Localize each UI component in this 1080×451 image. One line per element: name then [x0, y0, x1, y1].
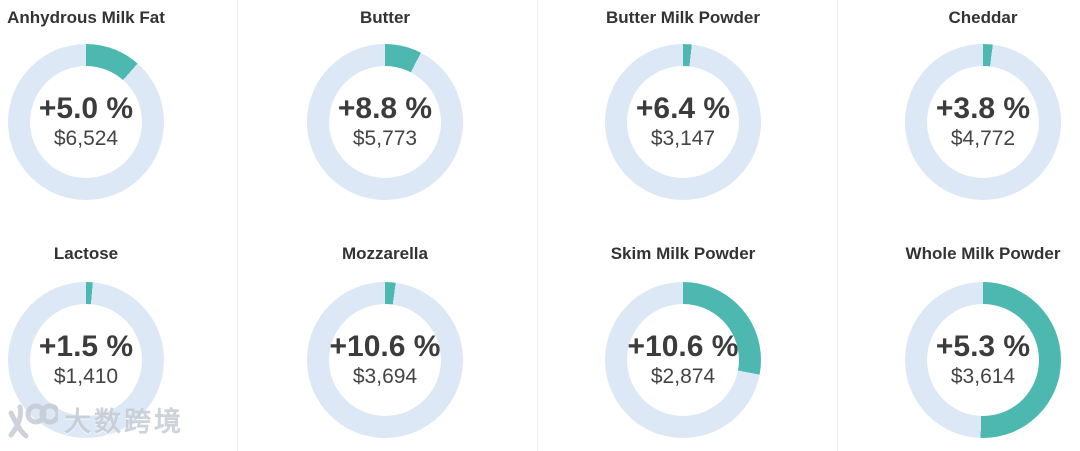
change-percent: +10.6 % [627, 330, 739, 363]
donut-hole: +8.8 % $5,773 [329, 66, 441, 178]
price-value: $3,614 [950, 365, 1016, 388]
tile-title: Anhydrous Milk Fat [7, 8, 165, 27]
kpi-tile-skim-milk-powder: Skim Milk Powder +10.6 % $2,874 [583, 244, 783, 438]
tile-title: Whole Milk Powder [905, 244, 1061, 263]
tile-title: Lactose [53, 244, 119, 263]
donut-chart[interactable]: +1.5 % $1,410 [8, 282, 164, 438]
kpi-tile-mozzarella: Mozzarella +10.6 % $3,694 [285, 244, 485, 438]
tile-title: Butter Milk Powder [606, 8, 760, 27]
tile-title: Mozzarella [342, 244, 428, 263]
change-percent: +10.6 % [329, 330, 441, 363]
kpi-tile-anhydrous-milk-fat: Anhydrous Milk Fat +5.0 % $6,524 [0, 8, 186, 200]
change-percent: +8.8 % [337, 92, 433, 125]
tile-title: Skim Milk Powder [610, 244, 756, 263]
donut-chart[interactable]: +10.6 % $3,694 [307, 282, 463, 438]
kpi-tile-whole-milk-powder: Whole Milk Powder +5.3 % $3,614 [883, 244, 1080, 438]
donut-chart[interactable]: +3.8 % $4,772 [905, 44, 1061, 200]
price-value: $1,410 [53, 365, 119, 388]
donut-hole: +6.4 % $3,147 [627, 66, 739, 178]
price-value: $2,874 [650, 365, 716, 388]
kpi-tile-lactose: Lactose +1.5 % $1,410 [0, 244, 186, 438]
price-value: $6,524 [53, 127, 119, 150]
change-percent: +3.8 % [935, 92, 1031, 125]
kpi-tile-butter: Butter +8.8 % $5,773 [285, 8, 485, 200]
donut-hole: +5.3 % $3,614 [927, 304, 1039, 416]
change-percent: +6.4 % [635, 92, 731, 125]
column-separator [537, 0, 538, 451]
donut-hole: +3.8 % $4,772 [927, 66, 1039, 178]
change-percent: +5.0 % [38, 92, 134, 125]
column-separator [237, 0, 238, 451]
tile-title: Butter [359, 8, 411, 27]
donut-chart[interactable]: +6.4 % $3,147 [605, 44, 761, 200]
donut-chart[interactable]: +5.0 % $6,524 [8, 44, 164, 200]
donut-hole: +10.6 % $2,874 [627, 304, 739, 416]
donut-chart[interactable]: +5.3 % $3,614 [905, 282, 1061, 438]
price-value: $5,773 [352, 127, 418, 150]
price-value: $4,772 [950, 127, 1016, 150]
change-percent: +5.3 % [935, 330, 1031, 363]
donut-chart[interactable]: +10.6 % $2,874 [605, 282, 761, 438]
donut-chart[interactable]: +8.8 % $5,773 [307, 44, 463, 200]
price-value: $3,147 [650, 127, 716, 150]
column-separator [837, 0, 838, 451]
kpi-tile-cheddar: Cheddar +3.8 % $4,772 [883, 8, 1080, 200]
kpi-tile-butter-milk-powder: Butter Milk Powder +6.4 % $3,147 [583, 8, 783, 200]
change-percent: +1.5 % [38, 330, 134, 363]
donut-hole: +5.0 % $6,524 [30, 66, 142, 178]
donut-hole: +1.5 % $1,410 [30, 304, 142, 416]
donut-hole: +10.6 % $3,694 [329, 304, 441, 416]
tile-title: Cheddar [948, 8, 1018, 27]
price-value: $3,694 [352, 365, 418, 388]
